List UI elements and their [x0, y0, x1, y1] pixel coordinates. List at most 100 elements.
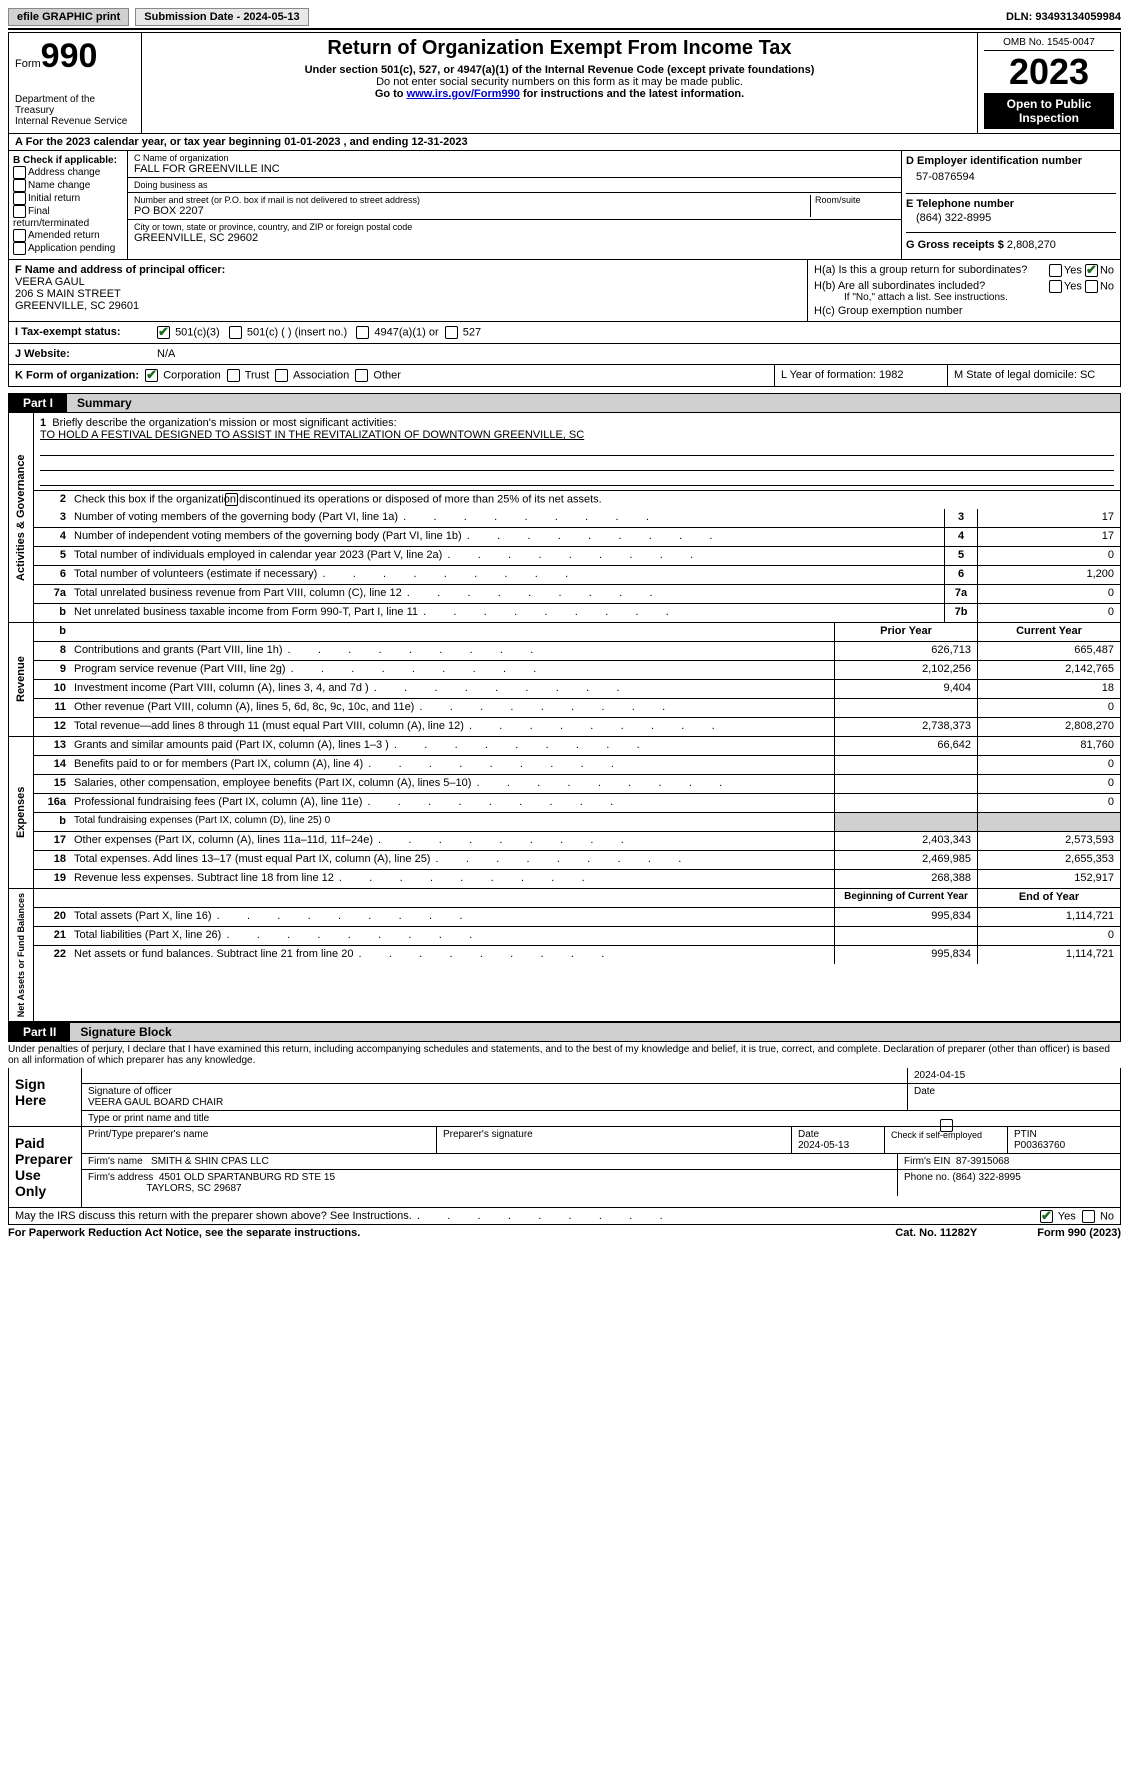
lbl-initial-return: Initial return — [28, 193, 80, 204]
check-4947[interactable] — [356, 326, 369, 339]
lbl-yes: Yes — [1064, 264, 1082, 276]
rev-row-9: 9 Program service revenue (Part VIII, li… — [34, 661, 1120, 680]
na-row-20: 20 Total assets (Part X, line 16) 995,83… — [34, 908, 1120, 927]
tax-year-row: A For the 2023 calendar year, or tax yea… — [8, 134, 1121, 151]
open-inspection: Open to Public Inspection — [984, 93, 1114, 129]
exp-row-13: 13 Grants and similar amounts paid (Part… — [34, 737, 1120, 756]
officer-label: F Name and address of principal officer: — [15, 264, 801, 276]
footer: For Paperwork Reduction Act Notice, see … — [8, 1225, 1121, 1239]
hdr-current-year: Current Year — [977, 623, 1120, 641]
vlabel-expenses: Expenses — [9, 737, 34, 888]
rev-row-8: 8 Contributions and grants (Part VIII, l… — [34, 642, 1120, 661]
summary-netassets: Net Assets or Fund Balances Beginning of… — [8, 889, 1121, 1022]
check-initial-return[interactable] — [13, 192, 26, 205]
gov-row-3: 3 Number of voting members of the govern… — [34, 509, 1120, 528]
firm-phone: (864) 322-8995 — [952, 1172, 1020, 1183]
ptin-value: P00363760 — [1014, 1140, 1065, 1151]
check-ha-yes[interactable] — [1049, 264, 1062, 277]
date-label: Date — [908, 1084, 1120, 1110]
officer-addr2: GREENVILLE, SC 29601 — [15, 300, 801, 312]
check-501c3[interactable] — [157, 326, 170, 339]
exp-row-17: 17 Other expenses (Part IX, column (A), … — [34, 832, 1120, 851]
dln-label: DLN: 93493134059984 — [1006, 11, 1121, 23]
check-corp[interactable] — [145, 369, 158, 382]
firm-addr-label: Firm's address — [88, 1172, 153, 1183]
check-527[interactable] — [445, 326, 458, 339]
gross-receipts-value: 2,808,270 — [1007, 239, 1056, 251]
tax-year-text: For the 2023 calendar year, or tax year … — [26, 136, 468, 148]
lbl-address-change: Address change — [28, 167, 100, 178]
summary-expenses: Expenses 13 Grants and similar amounts p… — [8, 737, 1121, 889]
vlabel-governance: Activities & Governance — [9, 413, 34, 622]
subtitle-2: Do not enter social security numbers on … — [148, 76, 971, 88]
org-name-label: C Name of organization — [134, 153, 895, 163]
irs-link[interactable]: www.irs.gov/Form990 — [407, 88, 520, 100]
firm-ein-label: Firm's EIN — [904, 1156, 950, 1167]
phone-label: E Telephone number — [906, 193, 1116, 210]
check-hb-no[interactable] — [1085, 280, 1098, 293]
check-discuss-no[interactable] — [1082, 1210, 1095, 1223]
officer-group-section: F Name and address of principal officer:… — [8, 260, 1121, 322]
box-b-label: B Check if applicable: — [13, 155, 123, 166]
opt-assoc: Association — [293, 369, 349, 381]
prep-date-hdr: Date — [798, 1129, 819, 1140]
tax-status-row: I Tax-exempt status: 501(c)(3) 501(c) ( … — [8, 322, 1121, 344]
paid-preparer-label: Paid Preparer Use Only — [9, 1127, 82, 1207]
efile-print-button[interactable]: efile GRAPHIC print — [8, 8, 129, 26]
ein-value: 57-0876594 — [906, 167, 1116, 193]
exp-row-18: 18 Total expenses. Add lines 13–17 (must… — [34, 851, 1120, 870]
lbl-no2: No — [1100, 280, 1114, 292]
street-value: PO BOX 2207 — [134, 205, 806, 217]
check-discontinued[interactable] — [225, 493, 238, 506]
k-label: K Form of organization: — [15, 369, 139, 381]
gov-row-6: 6 Total number of volunteers (estimate i… — [34, 566, 1120, 585]
paperwork-notice: For Paperwork Reduction Act Notice, see … — [8, 1227, 360, 1239]
dba-label: Doing business as — [134, 180, 895, 190]
city-value: GREENVILLE, SC 29602 — [134, 232, 895, 244]
opt-501c3: 501(c)(3) — [175, 326, 220, 338]
top-bar: efile GRAPHIC print Submission Date - 20… — [8, 8, 1121, 30]
firm-name: SMITH & SHIN CPAS LLC — [151, 1156, 269, 1167]
discuss-q: May the IRS discuss this return with the… — [15, 1210, 665, 1222]
sign-date: 2024-04-15 — [908, 1068, 1120, 1083]
box-deg: D Employer identification number 57-0876… — [901, 151, 1120, 259]
room-label: Room/suite — [815, 195, 895, 205]
lbl-application-pending: Application pending — [28, 243, 115, 254]
goto-pre: Go to — [375, 88, 407, 100]
subtitle-1: Under section 501(c), 527, or 4947(a)(1)… — [148, 64, 971, 76]
hb-label: H(b) Are all subordinates included? — [814, 280, 985, 292]
check-assoc[interactable] — [275, 369, 288, 382]
mission-a: TO HOLD A FESTIVAL DESIGNED TO ASSIST IN… — [40, 429, 584, 441]
check-amended-return[interactable] — [13, 229, 26, 242]
lbl-discuss-no: No — [1100, 1211, 1114, 1223]
part2-label: Part II — [9, 1023, 70, 1041]
check-self-employed[interactable] — [940, 1119, 953, 1132]
check-ha-no[interactable] — [1085, 264, 1098, 277]
firm-addr1: 4501 OLD SPARTANBURG RD STE 15 — [159, 1172, 335, 1183]
check-501c[interactable] — [229, 326, 242, 339]
check-address-change[interactable] — [13, 166, 26, 179]
opt-501c: 501(c) ( ) (insert no.) — [247, 326, 347, 338]
line2-text: Check this box if the organization disco… — [74, 493, 602, 505]
prep-sig-hdr: Preparer's signature — [437, 1127, 792, 1153]
entity-info-grid: B Check if applicable: Address change Na… — [8, 151, 1121, 260]
discuss-row: May the IRS discuss this return with the… — [8, 1208, 1121, 1225]
check-trust[interactable] — [227, 369, 240, 382]
hdr-begin-year: Beginning of Current Year — [834, 889, 977, 907]
check-hb-yes[interactable] — [1049, 280, 1062, 293]
officer-addr1: 206 S MAIN STREET — [15, 288, 801, 300]
check-other[interactable] — [355, 369, 368, 382]
org-form-row: K Form of organization: Corporation Trus… — [8, 365, 1121, 387]
check-name-change[interactable] — [13, 179, 26, 192]
check-application-pending[interactable] — [13, 242, 26, 255]
check-final-return[interactable] — [13, 205, 26, 218]
opt-527: 527 — [463, 326, 481, 338]
opt-trust: Trust — [245, 369, 270, 381]
check-discuss-yes[interactable] — [1040, 1210, 1053, 1223]
na-row-21: 21 Total liabilities (Part X, line 26) 0 — [34, 927, 1120, 946]
officer-name: VEERA GAUL — [15, 276, 801, 288]
hb-note: If "No," attach a list. See instructions… — [814, 292, 1114, 303]
na-row-22: 22 Net assets or fund balances. Subtract… — [34, 946, 1120, 964]
gov-row-b: b Net unrelated business taxable income … — [34, 604, 1120, 622]
summary-governance: Activities & Governance 1 Briefly descri… — [8, 413, 1121, 623]
